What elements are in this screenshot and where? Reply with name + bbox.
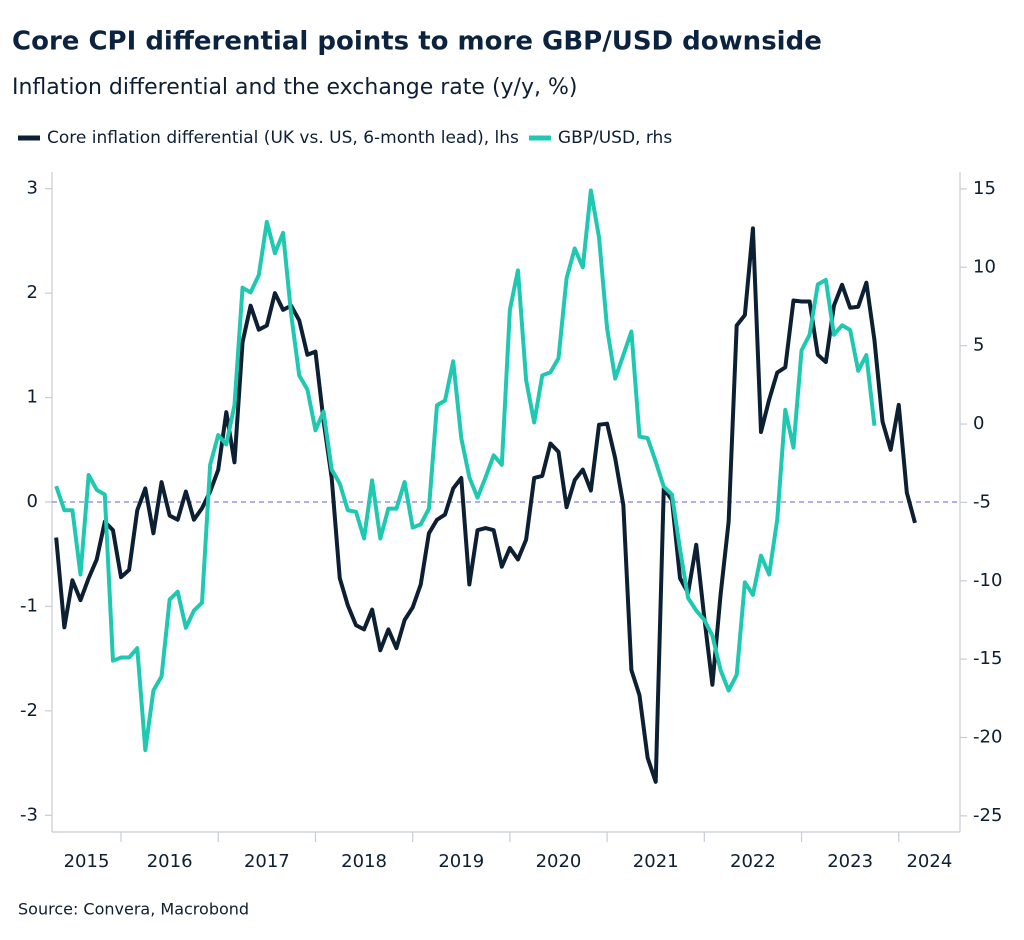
data-line bbox=[54, 226, 917, 784]
x-tick-label: 2016 bbox=[147, 851, 193, 872]
y2-tick-label: 15 bbox=[973, 178, 996, 199]
chart-subtitle: Inflation differential and the exchange … bbox=[12, 75, 577, 100]
x-tick-label: 2022 bbox=[730, 851, 776, 872]
y-tick-label: 2 bbox=[27, 282, 38, 303]
y-tick-label: -2 bbox=[20, 700, 38, 721]
chart-title: Core CPI differential points to more GBP… bbox=[12, 27, 822, 57]
legend-label: Core inflation differential (UK vs. US, … bbox=[47, 128, 519, 148]
y-tick-label: 1 bbox=[27, 387, 38, 408]
y2-tick-label: -5 bbox=[973, 491, 991, 512]
x-tick-label: 2020 bbox=[536, 851, 582, 872]
y2-tick-label: 5 bbox=[973, 335, 984, 356]
y2-tick-label: -15 bbox=[973, 648, 1002, 669]
y-tick-label: 0 bbox=[27, 491, 38, 512]
x-tick-label: 2021 bbox=[633, 851, 679, 872]
y2-tick-label: -25 bbox=[973, 805, 1002, 826]
x-tick-label: 2024 bbox=[906, 851, 952, 872]
y2-tick-label: 10 bbox=[973, 256, 996, 277]
data-line bbox=[54, 188, 877, 753]
y2-tick-label: -20 bbox=[973, 726, 1002, 747]
x-tick-label: 2019 bbox=[438, 851, 484, 872]
x-tick-label: 2023 bbox=[827, 851, 873, 872]
x-tick-label: 2015 bbox=[64, 851, 110, 872]
x-tick-label: 2017 bbox=[244, 851, 290, 872]
y2-tick-label: -10 bbox=[973, 570, 1002, 591]
x-tick-label: 2018 bbox=[341, 851, 387, 872]
y-tick-label: -1 bbox=[20, 595, 38, 616]
source-note: Source: Convera, Macrobond bbox=[18, 900, 249, 919]
y-tick-label: 3 bbox=[27, 178, 38, 199]
y2-tick-label: 0 bbox=[973, 413, 984, 434]
y-tick-label: -3 bbox=[20, 804, 38, 825]
legend-label: GBP/USD, rhs bbox=[558, 128, 672, 148]
